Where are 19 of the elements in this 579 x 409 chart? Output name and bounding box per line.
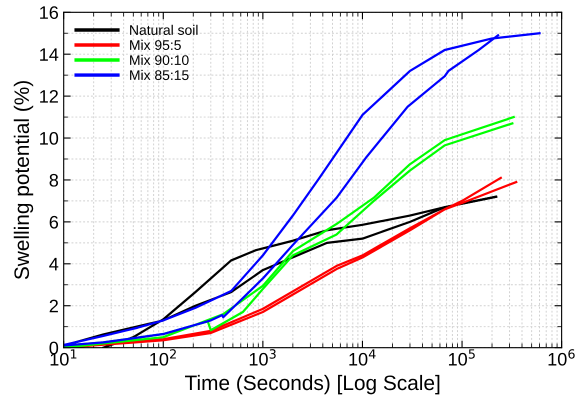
legend-label: Natural soil xyxy=(130,24,198,35)
y-tick-label: 2 xyxy=(50,300,58,312)
y-tick-label: 4 xyxy=(49,258,58,270)
legend-label: Mix 90:10 xyxy=(130,54,189,66)
x-tick-label: 10$^{6}$ xyxy=(548,349,575,366)
y-tick-label: 10 xyxy=(40,132,58,145)
x-tick-label: 10$^{4}$ xyxy=(349,349,376,366)
y-tick-label: 16 xyxy=(40,6,58,19)
y-tick-label: 8 xyxy=(50,174,58,187)
x-axis-title: Time (Seconds) [Log Scale] xyxy=(184,374,440,394)
x-tick-label: 10$^{2}$ xyxy=(150,349,176,366)
y-tick-label: 12 xyxy=(40,90,58,103)
y-tick-label: 14 xyxy=(40,48,58,61)
legend-label: Mix 85:15 xyxy=(130,70,189,80)
legend-label: Mix 95:5 xyxy=(130,40,181,50)
y-tick-label: 6 xyxy=(50,216,58,229)
x-tick-label: 10$^{3}$ xyxy=(250,349,276,366)
x-tick-label: 10$^{5}$ xyxy=(448,349,475,366)
y-axis-title: Swelling potential (%) xyxy=(14,81,34,280)
